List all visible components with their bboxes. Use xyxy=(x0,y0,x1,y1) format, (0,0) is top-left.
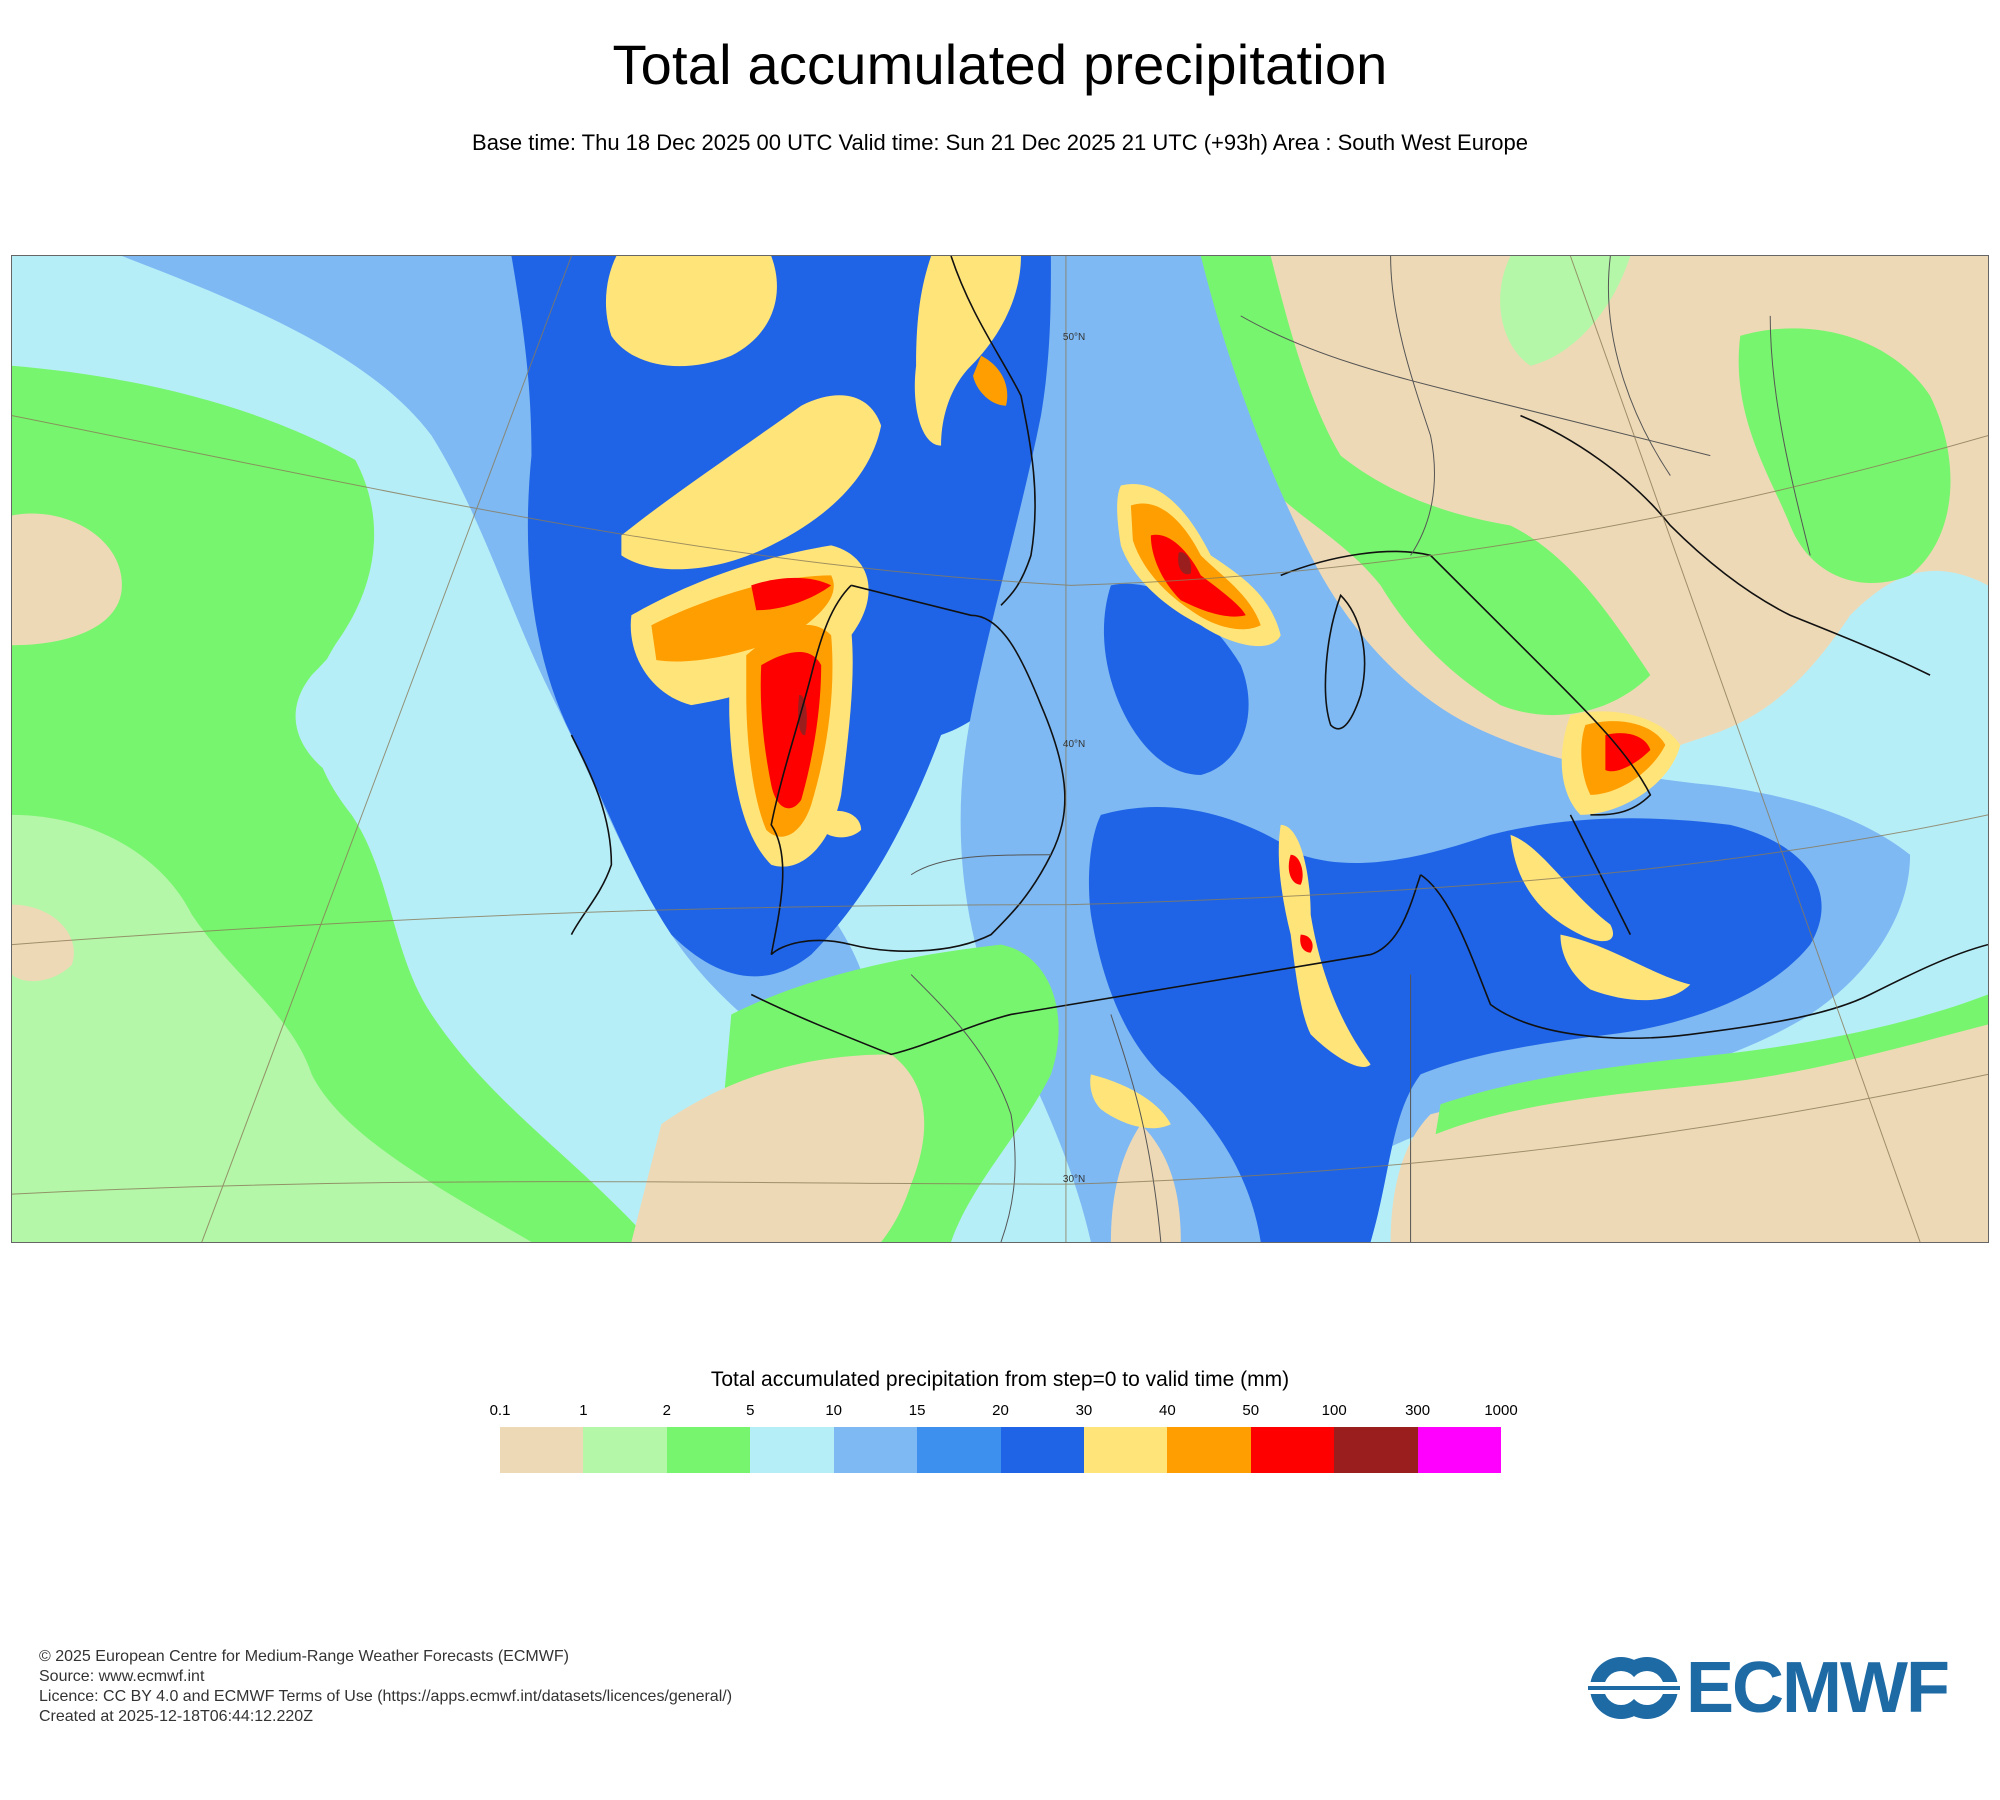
source-line: Source: www.ecmwf.int xyxy=(39,1668,205,1685)
colorbar-tick-label: 0.1 xyxy=(489,1402,511,1419)
colorbar-swatch xyxy=(833,1427,918,1473)
graticule-label-40n: 40°N xyxy=(1063,739,1085,750)
footer-credits: © 2025 European Centre for Medium-Range … xyxy=(39,1647,732,1727)
colorbar-tick-label: 15 xyxy=(908,1402,926,1419)
border-layer xyxy=(910,256,1811,1242)
precip-field-01-1-atlantic-south xyxy=(12,904,74,982)
legend-ticks: 0.1 1 2 5 10 15 20 30 40 50 100 300 1000 xyxy=(0,1402,2000,1424)
colorbar-swatch xyxy=(917,1427,1001,1473)
colorbar-swatch xyxy=(1167,1427,1251,1473)
colorbar-tick-label: 30 xyxy=(1075,1402,1093,1419)
colorbar-tick-label: 2 xyxy=(662,1402,671,1419)
precip-field-01-1-libya xyxy=(1390,1014,1988,1242)
graticule-label-group: 50°N 40°N 30°N xyxy=(1063,332,1085,1185)
colorbar-swatch xyxy=(1083,1427,1168,1473)
colorbar-tick-label: 5 xyxy=(746,1402,755,1419)
colorbar-swatch xyxy=(1000,1427,1084,1473)
precip-field-01-1-algeria xyxy=(1110,1124,1181,1242)
colorbar-swatch xyxy=(750,1427,834,1473)
precip-field-2-5-libya-edge xyxy=(1435,994,1988,1135)
colorbar-tick-label: 40 xyxy=(1158,1402,1176,1419)
ecmwf-logo[interactable]: ECMWF xyxy=(1588,1648,1964,1728)
precip-field-100-300 xyxy=(798,552,1192,736)
logo-wordmark: ECMWF xyxy=(1686,1648,1950,1728)
colorbar-swatch xyxy=(583,1427,667,1473)
colorbar-swatch xyxy=(500,1427,584,1473)
precipitation-map[interactable]: 50°N 40°N 30°N xyxy=(11,255,1989,1243)
coastline-layer xyxy=(570,256,1988,1056)
precip-field-01-1-sahara xyxy=(631,1054,925,1242)
forecast-subtitle: Base time: Thu 18 Dec 2025 00 UTC Valid … xyxy=(472,130,1528,155)
map-canvas: 50°N 40°N 30°N xyxy=(12,256,1988,1242)
colorbar-swatch xyxy=(1250,1427,1335,1473)
colorbar-swatch xyxy=(666,1427,751,1473)
colorbar-tick-label: 100 xyxy=(1321,1402,1347,1419)
colorbar-swatch xyxy=(1334,1427,1418,1473)
licence-line: Licence: CC BY 4.0 and ECMWF Terms of Us… xyxy=(39,1688,733,1705)
ecmwf-logo-mark-icon xyxy=(1588,1657,1680,1719)
created-line: Created at 2025-12-18T06:44:12.220Z xyxy=(39,1708,313,1725)
precip-field-1-2-atlantic xyxy=(12,814,532,1242)
colorbar-tick-label: 20 xyxy=(992,1402,1009,1419)
colorbar-tick-label: 1000 xyxy=(1484,1402,1518,1419)
graticule-label-50n: 50°N xyxy=(1063,332,1085,343)
colorbar-swatch xyxy=(1417,1427,1502,1473)
graticule-label-30n: 30°N xyxy=(1063,1174,1085,1185)
colorbar xyxy=(500,1427,1502,1473)
copyright-line: © 2025 European Centre for Medium-Range … xyxy=(39,1648,569,1665)
page-title: Total accumulated precipitation xyxy=(612,33,1388,96)
precip-field-5-10-west xyxy=(12,256,772,1242)
precip-field-50-100 xyxy=(751,534,1651,953)
colorbar-tick-label: 1 xyxy=(579,1402,588,1419)
precip-field-2-5-balkans xyxy=(1738,328,1951,584)
precip-field-01-1-atlantic xyxy=(12,513,122,646)
legend-title: Total accumulated precipitation from ste… xyxy=(710,1368,1290,1391)
precip-field-1-2-alps xyxy=(1500,256,1631,366)
colorbar-tick-label: 10 xyxy=(825,1402,842,1419)
precip-field-20-30-med xyxy=(1088,807,1822,1242)
graticule-layer xyxy=(12,256,1988,1242)
colorbar-tick-label: 50 xyxy=(1242,1402,1260,1419)
precip-field-2-5-alps xyxy=(1200,256,1651,716)
colorbar-tick-label: 300 xyxy=(1405,1402,1431,1419)
